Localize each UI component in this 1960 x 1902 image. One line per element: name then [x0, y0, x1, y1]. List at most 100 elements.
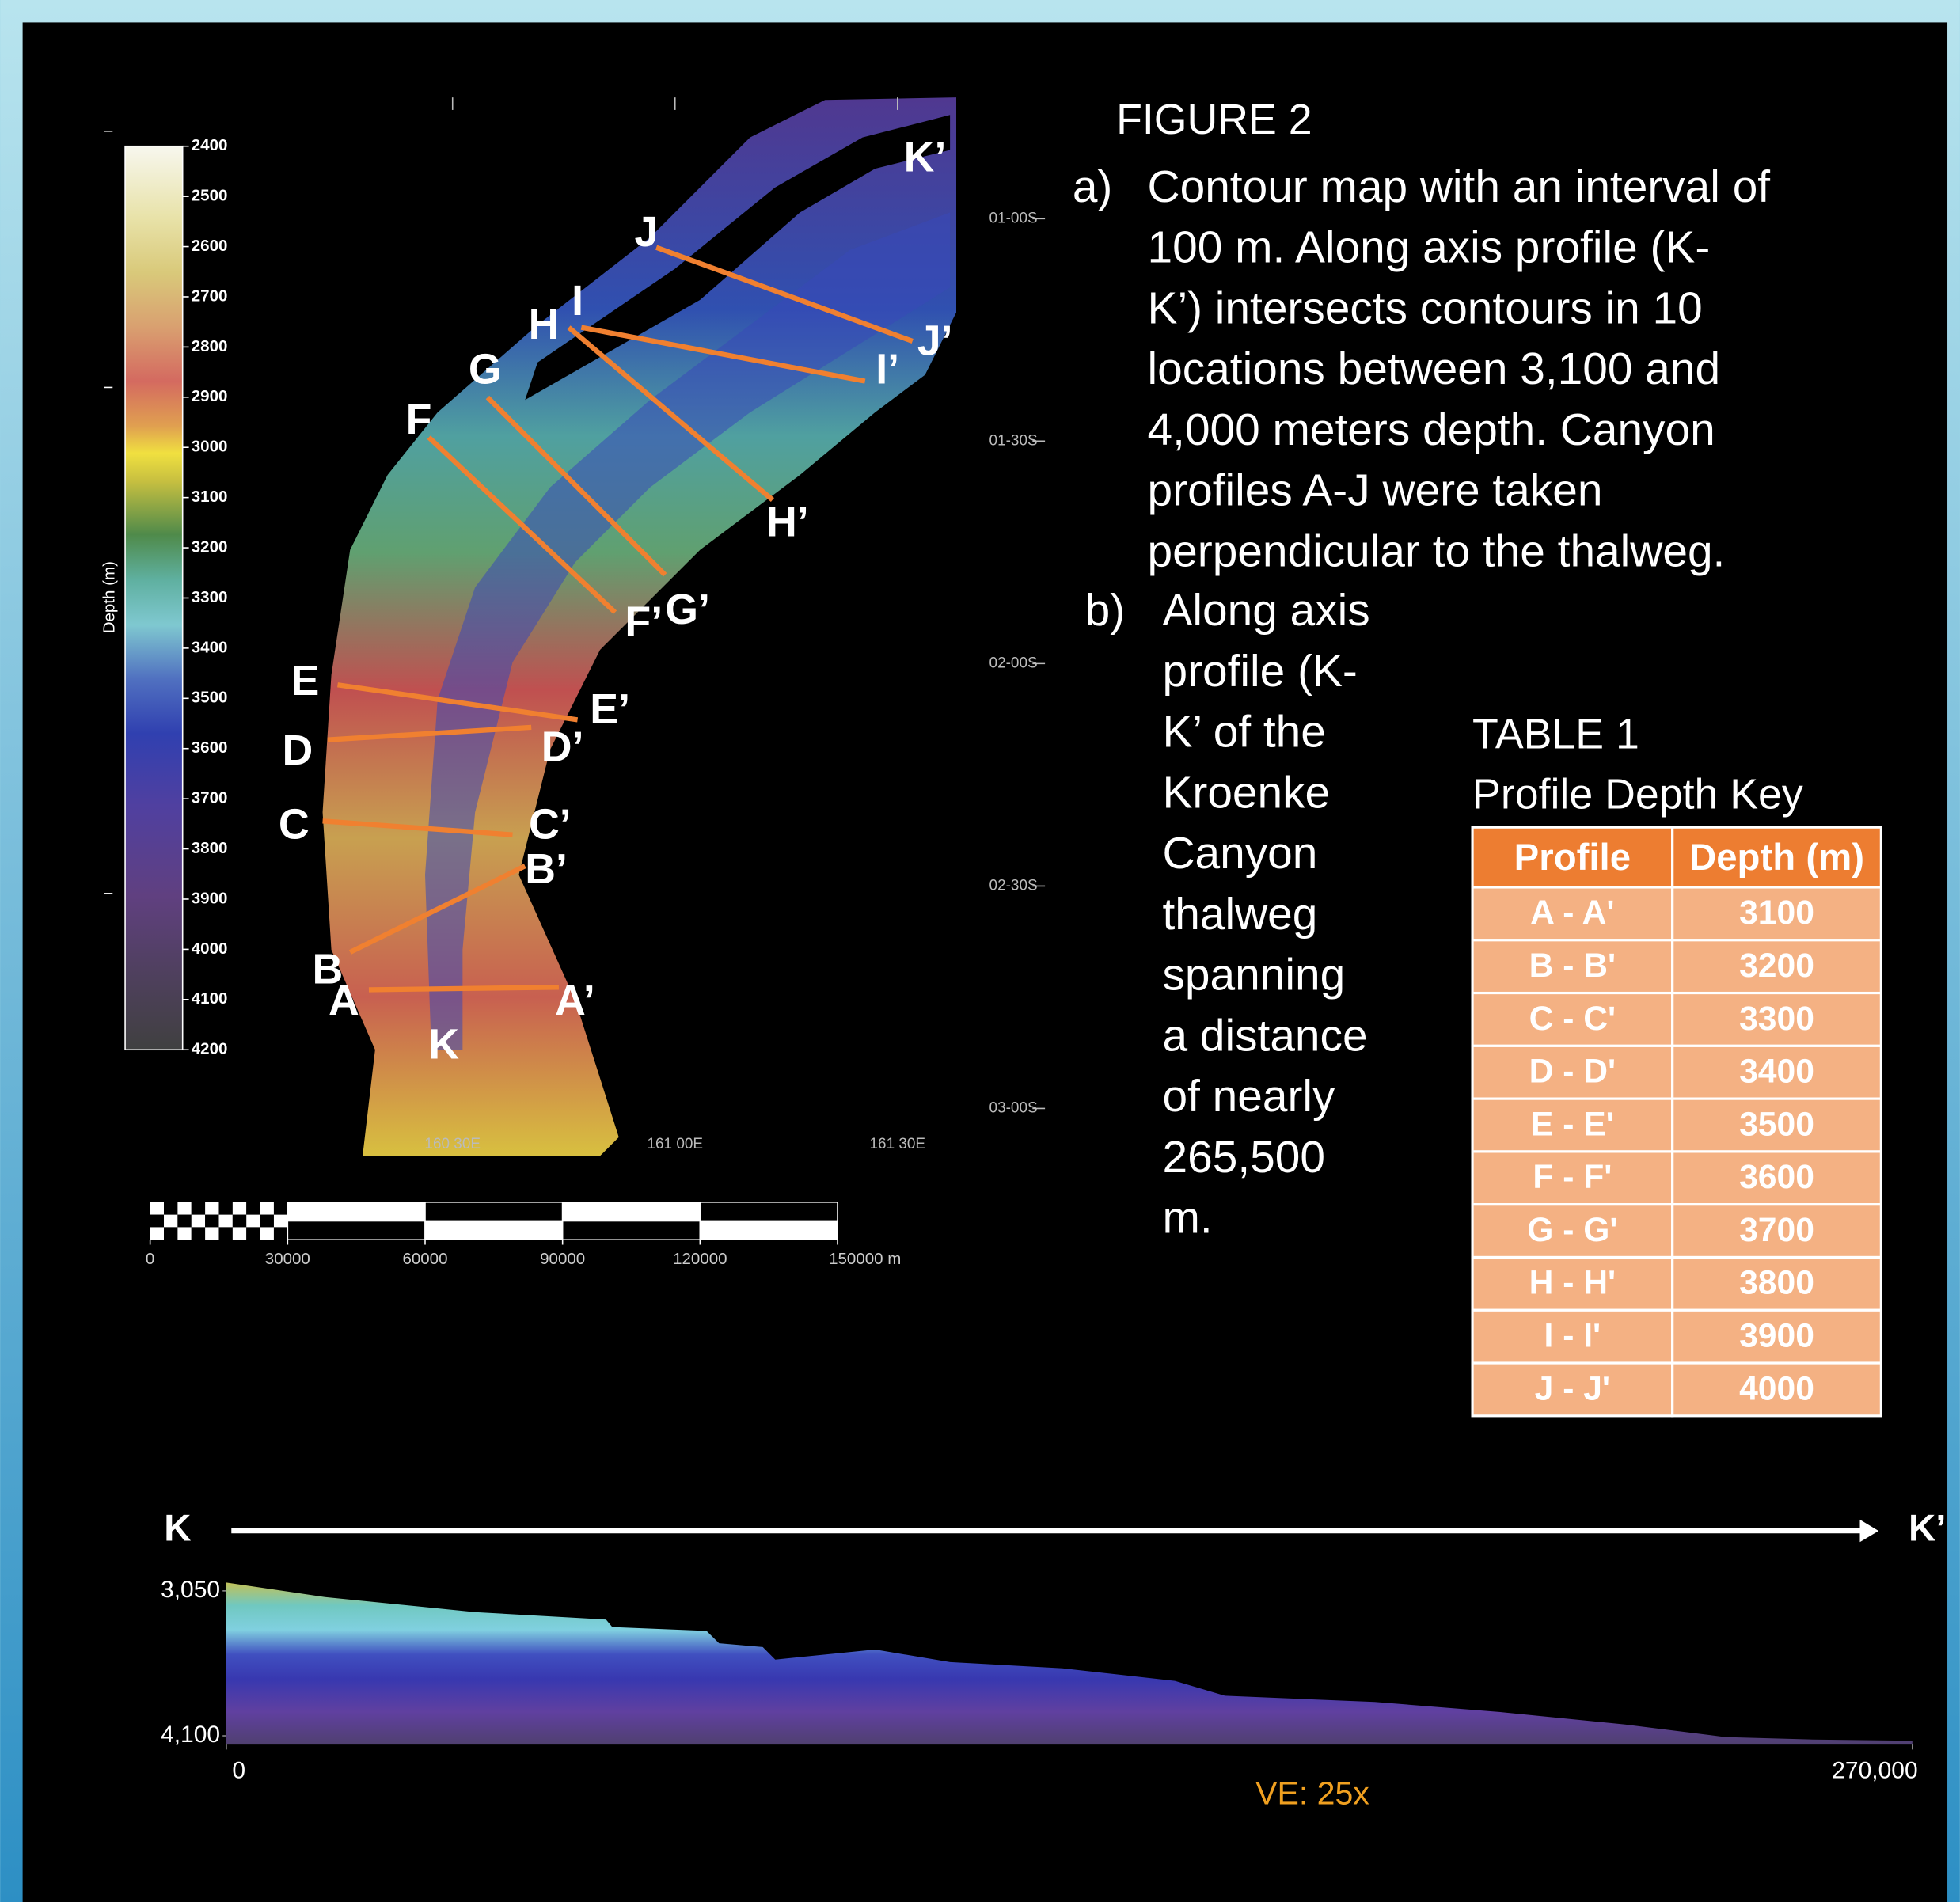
- table-cell-text: J - J': [1535, 1369, 1610, 1407]
- profile-line: [327, 724, 532, 742]
- caption-line: profiles A-J were taken: [1148, 466, 1603, 516]
- colorbar-tick-label: 4200: [192, 1040, 228, 1058]
- scale-checker: [273, 1202, 288, 1215]
- data-gap: [525, 115, 951, 401]
- scale-checker: [177, 1227, 192, 1240]
- longitude-label: 161 30E: [870, 1136, 926, 1152]
- x-tick-label: 270,000: [1832, 1758, 1917, 1784]
- profile-start-label: H: [529, 301, 560, 348]
- profile-line: [485, 395, 667, 577]
- colorbar-tick-label: 3000: [192, 438, 228, 456]
- table-header-cell: [1471, 826, 1674, 889]
- scale-checker: [164, 1202, 178, 1215]
- table-cell-text: 3200: [1739, 947, 1814, 985]
- scale-checker: [205, 1214, 219, 1228]
- table-header-cell: [1671, 826, 1882, 889]
- caption-line: of nearly: [1163, 1072, 1336, 1122]
- caption-line: thalweg: [1163, 890, 1318, 940]
- scale-checker: [273, 1214, 288, 1228]
- colorbar-tick-label: 3200: [192, 537, 228, 556]
- scale-checker: [218, 1227, 233, 1240]
- colorbar-tick-label: 3100: [192, 488, 228, 506]
- scale-checker: [232, 1227, 247, 1240]
- caption-marker: b): [1085, 586, 1126, 636]
- latitude-label: 03-00S: [989, 1099, 1038, 1116]
- table-cell: [1471, 1044, 1674, 1100]
- latitude-label: 02-30S: [989, 877, 1038, 894]
- scale-checker: [205, 1227, 219, 1240]
- scale-checker: [232, 1214, 247, 1228]
- scale-tick-label: 90000: [540, 1250, 585, 1268]
- table-cell: [1671, 1361, 1882, 1418]
- profile-start-label: G: [469, 346, 502, 393]
- table-cell-text: E - E': [1531, 1105, 1614, 1143]
- caption-line: Contour map with an interval of: [1148, 162, 1771, 212]
- longitude-label: 161 00E: [647, 1136, 703, 1152]
- y-tick-label: 4,100: [161, 1722, 220, 1748]
- profile-line: [368, 985, 559, 993]
- colorbar-tick-label: 3300: [192, 588, 228, 606]
- profile-line: [655, 245, 914, 344]
- profile-start-label: B: [312, 946, 343, 993]
- canyon-channel: [424, 212, 951, 1050]
- table-header: Profile: [1514, 837, 1631, 879]
- scale-tick-label: 0: [146, 1250, 154, 1268]
- depth-area: [226, 1582, 1913, 1745]
- colorbar-tick-label: 3800: [192, 839, 228, 857]
- scale-checker: [218, 1214, 233, 1228]
- table-cell-text: I - I': [1544, 1316, 1601, 1354]
- scale-tick-label: 30000: [265, 1250, 310, 1268]
- profile-line: [337, 682, 579, 723]
- table-cell: [1671, 939, 1882, 995]
- colorbar: [124, 145, 184, 1051]
- profile-start-label: F: [406, 396, 432, 443]
- caption-line: profile (K-: [1163, 647, 1358, 697]
- scale-checker: [150, 1227, 165, 1240]
- colorbar-tick-label: 3400: [192, 638, 228, 656]
- table-cell-text: B - B': [1529, 947, 1616, 985]
- table-cell-text: D - D': [1529, 1053, 1616, 1091]
- scale-checker: [260, 1202, 274, 1215]
- scale-segment: [699, 1220, 838, 1241]
- caption-line: 4,000 meters depth. Canyon: [1148, 405, 1715, 455]
- profile-start-label: D: [283, 727, 313, 774]
- colorbar-tick-label: 3700: [192, 789, 228, 807]
- table-cell: [1671, 1255, 1882, 1312]
- scale-checker: [164, 1214, 178, 1228]
- caption-line: locations between 3,100 and: [1148, 344, 1721, 394]
- y-tick-label: 3,050: [161, 1577, 220, 1603]
- profile-line: [580, 325, 866, 384]
- table-cell-text: H - H': [1529, 1264, 1616, 1302]
- profile-end-label: H’: [766, 498, 809, 545]
- table-cell: [1671, 1203, 1882, 1259]
- latitude-label: 01-00S: [989, 210, 1038, 226]
- scale-segment: [561, 1220, 701, 1241]
- caption-line: m.: [1163, 1194, 1213, 1243]
- scale-checker: [164, 1227, 178, 1240]
- profile-start-label: J: [635, 208, 659, 256]
- axis-end-label: K’: [904, 133, 947, 180]
- scale-segment: [424, 1202, 564, 1222]
- scale-checker: [246, 1202, 260, 1215]
- x-tick-label: 0: [232, 1758, 245, 1784]
- profile-end-label: F’: [625, 598, 663, 646]
- profile-line: [322, 818, 513, 837]
- scale-segment: [424, 1220, 564, 1241]
- profile-end-label: I’: [876, 346, 899, 393]
- profile-line: [427, 435, 617, 614]
- table-cell-text: 3300: [1739, 1000, 1814, 1038]
- table-title: TABLE 1: [1472, 711, 1639, 758]
- table-cell: [1671, 1097, 1882, 1153]
- caption-line: Kroenke: [1163, 768, 1331, 818]
- scale-checker: [218, 1202, 233, 1215]
- profile-start-label: A: [329, 977, 359, 1024]
- colorbar-tick-label: 3600: [192, 738, 228, 757]
- colorbar-tick-label: 3500: [192, 689, 228, 707]
- scale-tick-label: 150000 m: [829, 1250, 901, 1268]
- table-cell-text: 3800: [1739, 1264, 1814, 1302]
- scale-checker: [191, 1227, 206, 1240]
- table-cell-text: G - G': [1527, 1211, 1617, 1249]
- table-cell-text: 3700: [1739, 1211, 1814, 1249]
- table-cell: [1471, 939, 1674, 995]
